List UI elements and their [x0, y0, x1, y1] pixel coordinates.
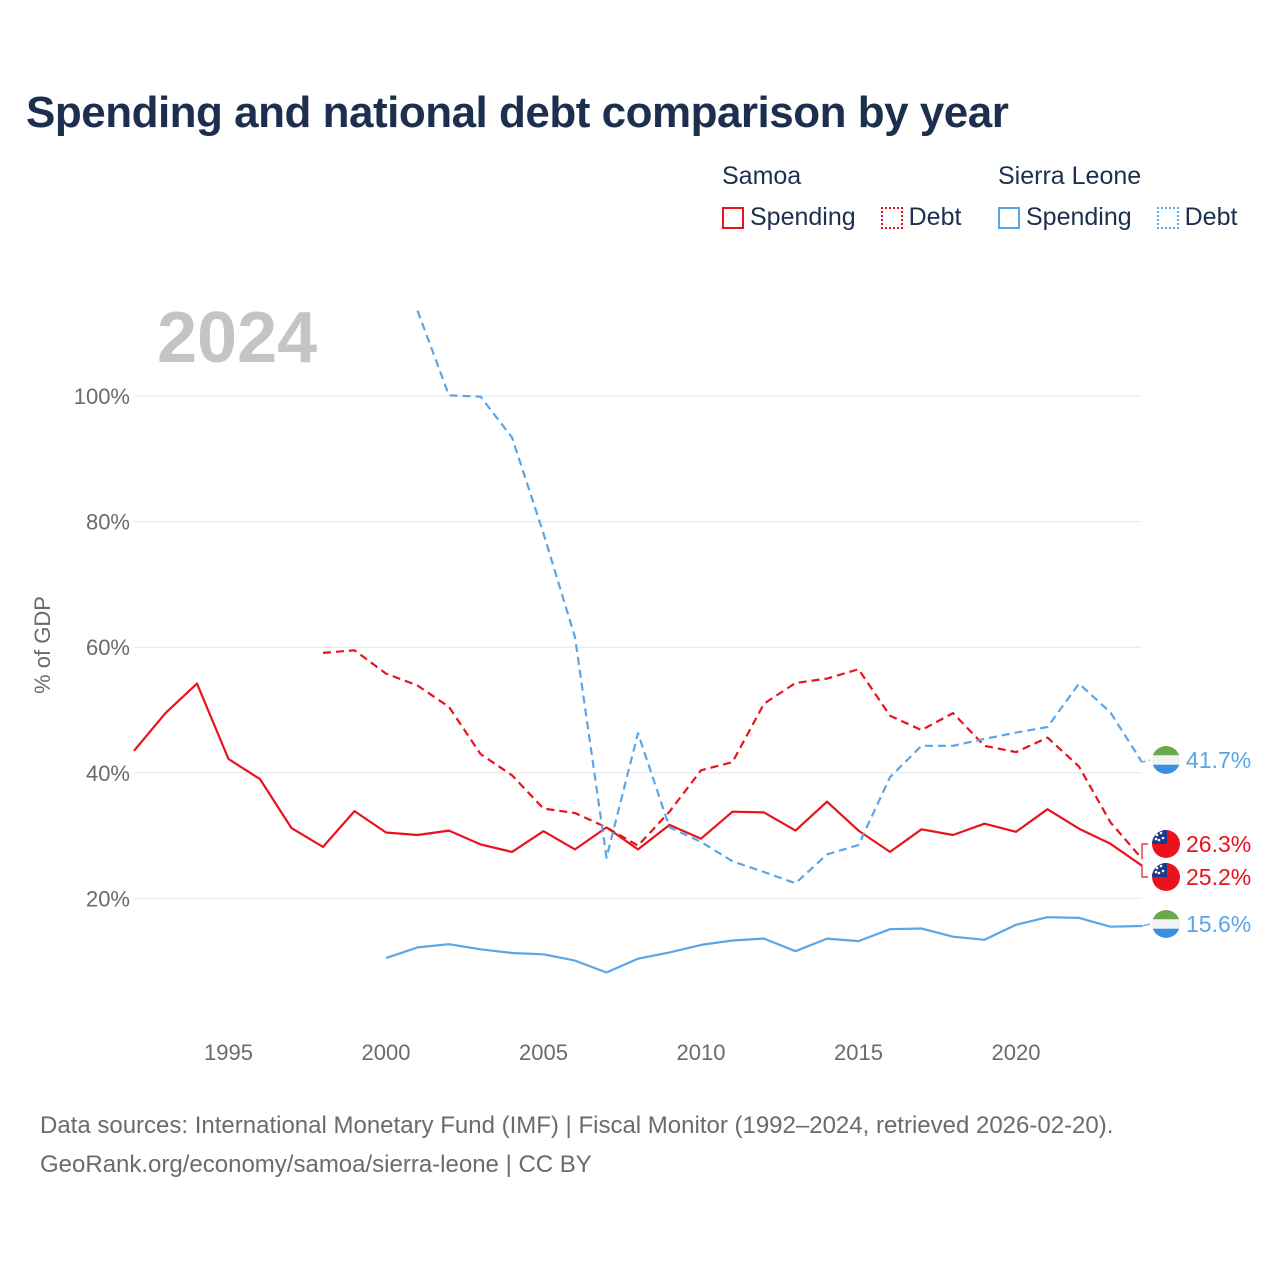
legend-swatch-dotted-icon [1156, 206, 1179, 229]
series-line-samoa-spending[interactable] [133, 682, 1143, 867]
x-tick-label: 2010 [677, 1040, 726, 1065]
label-connector [1141, 843, 1148, 859]
y-tick-label: 60% [86, 635, 130, 660]
samoa-flag-icon [1152, 863, 1180, 891]
x-tick-label: 1995 [204, 1040, 253, 1065]
source-link[interactable]: GeoRank.org/economy/samoa/sierra-leone |… [40, 1151, 592, 1178]
legend-item-label: Spending [750, 203, 856, 231]
x-tick-label: 2020 [992, 1040, 1041, 1065]
legend-item-samoa-spending[interactable]: Spending [722, 203, 856, 232]
legend-group-name: Samoa [722, 162, 802, 190]
footer: Data sources: International Monetary Fun… [40, 1106, 1113, 1184]
legend-item-label: Spending [1026, 203, 1132, 231]
line-chart: 2024 20% 40% 60% 80% 100% 1995 2000 2005 2010 20… [30, 298, 1251, 1065]
x-tick-label: 2000 [362, 1040, 411, 1065]
year-watermark: 2024 [157, 298, 317, 378]
sierra-leone-flag-icon [1152, 746, 1180, 774]
series-line-sierra-leone-debt[interactable] [416, 310, 1143, 885]
y-tick-label: 80% [86, 510, 130, 535]
legend-group-sierra-leone: Sierra Leone Spending Debt [998, 162, 1237, 236]
chart-title: Spending and national debt comparison by… [26, 88, 1009, 137]
legend-group-samoa: Samoa Spending Debt [722, 162, 979, 236]
y-tick-label: 20% [86, 886, 130, 911]
series-line-samoa-debt[interactable] [322, 649, 1143, 860]
legend-group-name: Sierra Leone [998, 162, 1142, 190]
label-connector [1141, 923, 1151, 927]
gridlines [134, 395, 1142, 899]
legend-item-label: Debt [908, 203, 962, 231]
data-sources-text: Data sources: International Monetary Fun… [40, 1112, 1114, 1139]
legend-swatch-solid-icon [998, 206, 1020, 229]
legend-item-sierra-leone-debt[interactable]: Debt [1156, 203, 1238, 232]
sierra-leone-flag-icon [1152, 910, 1180, 938]
label-connector [1141, 865, 1148, 878]
y-axis-label: % of GDP [30, 596, 55, 694]
y-tick-label: 100% [74, 384, 130, 409]
y-axis-ticks: 20% 40% 60% 80% 100% [74, 384, 130, 911]
label-connector [1141, 759, 1151, 763]
end-labels: 41.7% 26.3% 25.2% 15.6% [1141, 746, 1251, 938]
legend-swatch-solid-icon [722, 206, 744, 229]
end-value-label: 41.7% [1186, 747, 1251, 773]
end-value-label: 26.3% [1186, 831, 1251, 857]
legend-item-label: Debt [1184, 203, 1238, 231]
series-layer [133, 310, 1143, 974]
legend-swatch-dotted-icon [880, 206, 903, 229]
legend-item-samoa-debt[interactable]: Debt [880, 203, 962, 232]
end-value-label: 15.6% [1186, 911, 1251, 937]
series-line-sierra-leone-spending[interactable] [385, 916, 1143, 974]
x-tick-label: 2015 [834, 1040, 883, 1065]
x-tick-label: 2005 [519, 1040, 568, 1065]
samoa-flag-icon [1152, 830, 1180, 858]
end-value-label: 25.2% [1186, 864, 1251, 890]
legend-item-sierra-leone-spending[interactable]: Spending [998, 203, 1132, 232]
y-tick-label: 40% [86, 761, 130, 786]
x-axis-ticks: 1995 2000 2005 2010 2015 2020 [204, 1040, 1040, 1065]
